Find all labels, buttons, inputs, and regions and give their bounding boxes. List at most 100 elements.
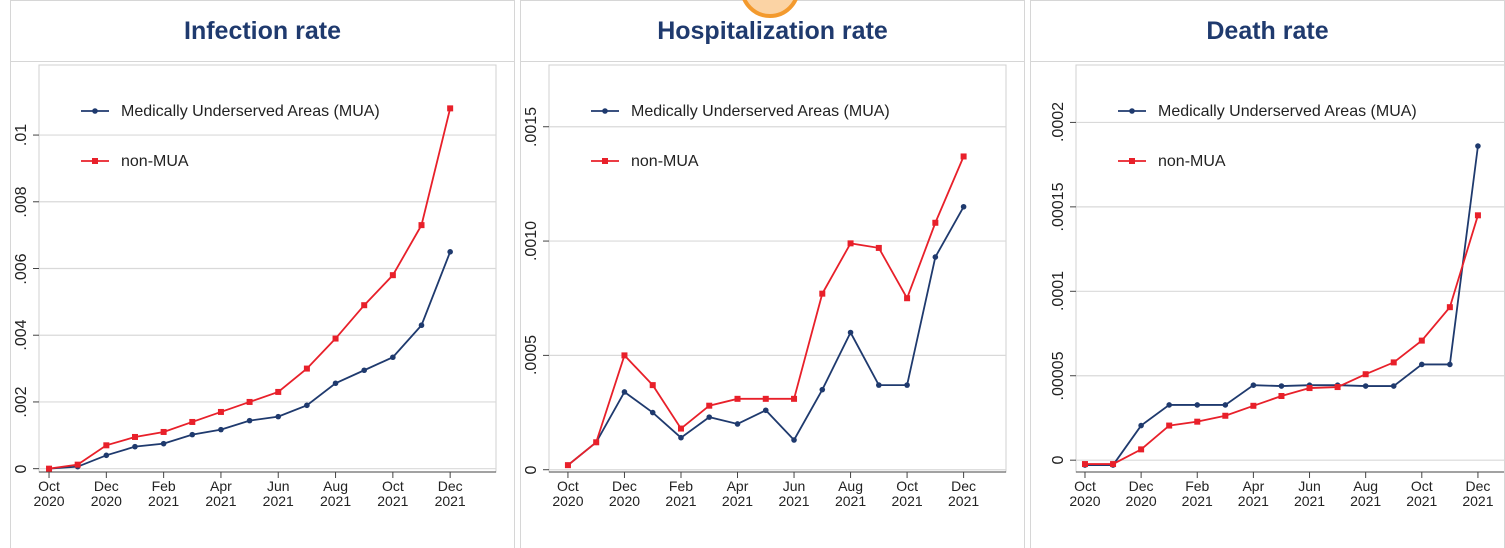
point — [1250, 382, 1257, 388]
panel-title: Death rate — [1031, 0, 1504, 62]
point — [1418, 361, 1425, 368]
point — [875, 244, 882, 251]
series-line — [48, 251, 451, 470]
panel: Death rate 0 .00005 .0001 .00015 .0002 Oct 202… — [1030, 0, 1505, 548]
point — [1166, 422, 1173, 429]
point — [1194, 402, 1201, 408]
point — [678, 434, 684, 441]
point — [189, 418, 196, 425]
x-tick-label: Aug 2021 — [834, 478, 867, 509]
y-tick-label: .008 — [13, 186, 30, 218]
point — [904, 295, 911, 302]
point — [677, 425, 684, 432]
point — [932, 219, 939, 226]
point — [819, 386, 826, 393]
panel: Hospitalization rate 0.0005.0010.0015 Oct … — [520, 0, 1025, 548]
x-tick-label: Oct 2021 — [1406, 478, 1438, 509]
panel-title: Infection rate — [11, 0, 514, 62]
y-tick-label: .00005 — [1050, 351, 1067, 401]
point — [791, 437, 797, 443]
plot-frame — [1075, 64, 1504, 473]
x-tick-label: Oct 2020 — [552, 478, 584, 509]
y-tick-label: .00015 — [1050, 182, 1067, 232]
x-tick-label: Apr 2021 — [1237, 478, 1269, 509]
point — [447, 105, 454, 112]
point — [275, 388, 282, 395]
legend-label: Medically Underserved Areas (MUA) — [631, 103, 890, 120]
x-tick-label: Dec 2021 — [434, 478, 466, 509]
y-tick-label: 0 — [523, 465, 540, 475]
point — [246, 417, 253, 424]
legend-marker — [92, 108, 98, 114]
point — [1166, 402, 1172, 408]
point — [361, 367, 368, 374]
point — [1475, 143, 1481, 149]
point — [218, 426, 224, 433]
point — [303, 365, 310, 372]
point — [304, 402, 310, 409]
point — [246, 398, 253, 405]
point — [74, 461, 81, 468]
x-tick-label: Apr 2021 — [205, 478, 237, 509]
point — [1390, 359, 1397, 366]
x-tick-label: Oct 2020 — [33, 478, 65, 509]
point — [1222, 412, 1229, 419]
point — [217, 408, 224, 415]
y-tick-label: 0 — [1050, 455, 1067, 465]
point — [390, 354, 396, 361]
x-tick-label: Aug 2021 — [319, 478, 352, 509]
x-tick-label: Oct 2020 — [1069, 478, 1101, 509]
panel: Infection rate 0 .002 .004 .006 .008 .01 Oct 20… — [10, 0, 515, 548]
point — [1138, 422, 1144, 429]
point — [389, 272, 396, 279]
point — [160, 440, 167, 447]
point — [447, 249, 453, 255]
y-tick-label: 0 — [13, 464, 30, 474]
x-tick-label: Dec 2020 — [90, 478, 122, 509]
point — [103, 442, 110, 449]
series-line — [1084, 145, 1479, 466]
x-tick-label: Dec 2021 — [948, 478, 980, 509]
point — [1418, 337, 1425, 344]
point — [819, 290, 826, 297]
x-tick-label: Jun 2021 — [778, 478, 810, 509]
point — [649, 382, 656, 389]
legend-label: Medically Underserved Areas (MUA) — [121, 103, 380, 120]
legend-marker — [1129, 158, 1135, 164]
chart — [1070, 64, 1504, 478]
legend-label: non-MUA — [121, 153, 189, 170]
point — [1446, 304, 1453, 311]
x-tick-label: Oct 2021 — [377, 478, 409, 509]
legend-marker — [602, 158, 608, 164]
point — [1278, 383, 1285, 389]
point — [960, 203, 967, 210]
y-tick-label: .01 — [13, 123, 30, 147]
point — [734, 395, 741, 402]
point — [621, 389, 628, 395]
point — [649, 409, 656, 416]
point — [734, 421, 741, 427]
y-tick-label: .0005 — [523, 335, 540, 376]
point — [621, 352, 628, 359]
point — [706, 402, 713, 409]
point — [706, 414, 713, 420]
point — [593, 439, 600, 446]
y-tick-label: .0001 — [1050, 271, 1067, 312]
point — [332, 380, 339, 387]
legend-marker — [1129, 108, 1135, 114]
point — [876, 382, 882, 388]
point — [1447, 361, 1453, 368]
point — [1081, 461, 1088, 468]
legend-label: Medically Underserved Areas (MUA) — [1158, 103, 1417, 120]
chart — [543, 64, 1007, 478]
point — [762, 395, 769, 402]
point — [1474, 212, 1481, 219]
point — [564, 462, 571, 469]
x-tick-label: Feb 2021 — [665, 478, 697, 509]
x-tick-label: Jun 2021 — [1293, 478, 1326, 509]
point — [960, 153, 967, 160]
point — [131, 433, 138, 440]
point — [275, 413, 282, 420]
x-tick-label: Dec 2020 — [608, 478, 641, 509]
point — [103, 452, 110, 459]
